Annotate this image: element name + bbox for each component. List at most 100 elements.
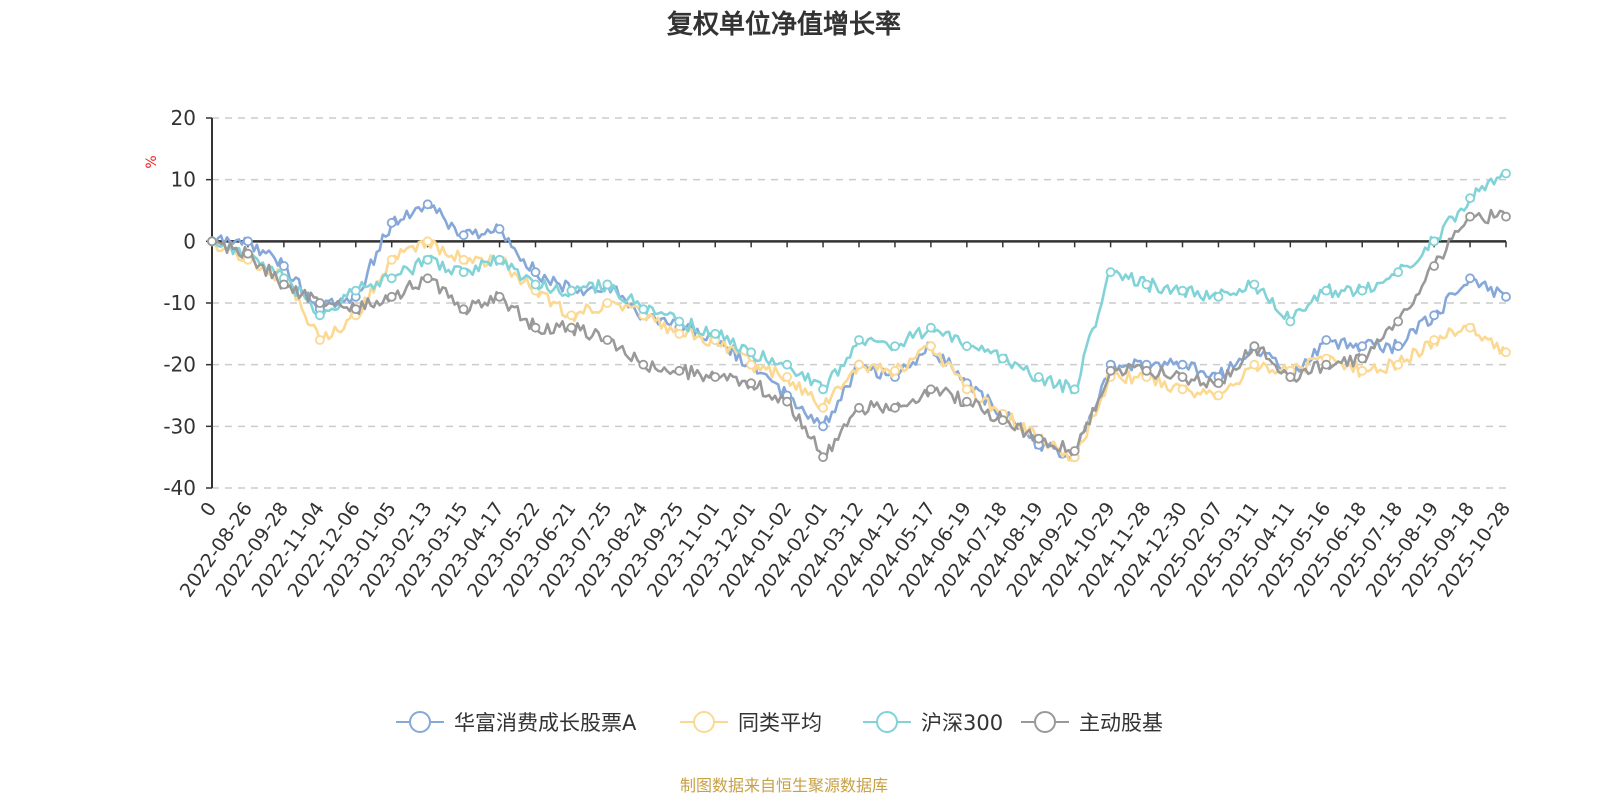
data-point: [494, 254, 505, 265]
data-point: [1321, 285, 1332, 296]
data-point: [530, 322, 541, 333]
series-line: [211, 239, 1508, 462]
data-point: [1285, 316, 1296, 327]
data-point: [386, 217, 397, 228]
data-point: [1357, 353, 1368, 364]
data-point: [278, 279, 289, 290]
y-tick-label: 20: [171, 106, 196, 130]
data-point: [1249, 359, 1260, 370]
data-point: [746, 347, 757, 358]
data-point: [350, 304, 361, 315]
data-point: [458, 254, 469, 265]
data-point: [1177, 285, 1188, 296]
data-point: [1249, 341, 1260, 352]
data-point: [890, 402, 900, 413]
data-point: [1465, 322, 1475, 333]
data-point: [925, 341, 936, 352]
data-point: [386, 291, 397, 302]
data-point: [1213, 291, 1224, 302]
data-point: [243, 236, 253, 247]
data-point: [1501, 211, 1511, 222]
data-point: [530, 279, 541, 290]
data-point: [818, 421, 828, 432]
data-point: [961, 396, 972, 407]
data-point: [1465, 193, 1475, 204]
data-point: [782, 396, 793, 407]
data-point: [1105, 365, 1116, 376]
data-point: [207, 236, 217, 247]
data-point: [1213, 378, 1224, 389]
data-point: [997, 415, 1008, 426]
data-point: [458, 304, 469, 315]
data-point: [782, 372, 793, 382]
data-point: [638, 359, 649, 370]
data-point: [854, 402, 864, 413]
data-point: [1501, 291, 1511, 302]
data-point: [494, 224, 505, 234]
data-point: [566, 322, 577, 333]
data-point: [1465, 273, 1475, 284]
x-tick-label: 0: [196, 498, 221, 521]
data-point: [925, 322, 936, 333]
data-point: [674, 316, 685, 327]
data-point: [1393, 341, 1404, 352]
data-point: [1105, 267, 1116, 278]
data-point: [1285, 372, 1296, 382]
data-point: [854, 359, 864, 370]
data-point: [1033, 433, 1044, 444]
data-point: [1429, 335, 1440, 345]
data-point: [1393, 316, 1404, 327]
data-point: [1357, 285, 1368, 296]
data-point: [961, 384, 972, 395]
data-point: [1321, 335, 1332, 345]
data-point: [1177, 372, 1188, 382]
data-point: [674, 328, 685, 339]
data-point: [1177, 359, 1188, 370]
data-point: [422, 236, 433, 247]
data-point: [1249, 279, 1260, 290]
data-point: [925, 384, 936, 395]
y-tick-label: -40: [163, 476, 196, 500]
data-point: [458, 230, 469, 241]
data-point: [566, 310, 577, 321]
data-point: [386, 273, 397, 284]
legend: 华富消费成长股票A 同类平均 沪深300 主动股基: [396, 711, 1163, 735]
data-point: [386, 254, 397, 265]
data-point: [1069, 384, 1080, 395]
data-point: [710, 372, 721, 382]
y-tick-label: 10: [171, 168, 196, 192]
legend-label: 同类平均: [738, 711, 822, 735]
data-point: [890, 341, 900, 352]
data-point: [1141, 279, 1152, 290]
data-point: [458, 267, 469, 278]
data-point: [566, 285, 577, 296]
legend-swatch-marker: [876, 711, 898, 733]
data-point: [350, 285, 361, 296]
data-point: [782, 359, 793, 370]
y-tick-label: -30: [163, 414, 196, 438]
data-point: [997, 353, 1008, 364]
data-point: [1357, 341, 1368, 352]
data-point: [1501, 168, 1511, 179]
data-point: [818, 452, 828, 463]
data-point: [638, 304, 649, 315]
data-point: [818, 384, 828, 395]
data-point: [602, 279, 613, 290]
data-point: [314, 335, 325, 345]
legend-swatch-marker: [693, 711, 715, 733]
series-lines: [207, 168, 1511, 463]
data-point: [1393, 359, 1404, 370]
data-point: [314, 310, 325, 321]
data-point: [422, 199, 433, 210]
data-point: [1429, 261, 1440, 271]
data-point: [818, 402, 828, 413]
data-point: [674, 365, 685, 376]
data-point: [710, 328, 721, 339]
data-point: [494, 291, 505, 302]
data-point: [602, 335, 613, 345]
data-point: [1213, 390, 1224, 401]
data-point: [602, 298, 613, 308]
data-point: [278, 261, 289, 271]
source-note: 制图数据来自恒生聚源数据库: [680, 776, 888, 795]
